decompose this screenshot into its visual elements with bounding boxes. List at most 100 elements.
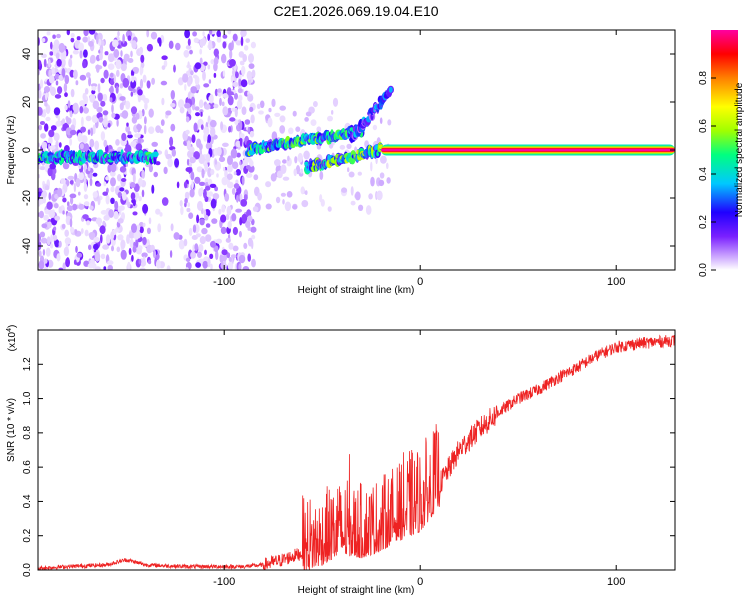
noise-speckle	[82, 60, 87, 69]
noise-speckle	[236, 99, 243, 110]
noise-speckle	[268, 107, 272, 113]
snr-x-tick-label: 100	[607, 576, 625, 588]
noise-speckle	[151, 77, 156, 85]
noise-speckle	[103, 139, 108, 148]
noise-speckle	[175, 42, 181, 51]
noise-speckle	[316, 126, 322, 132]
noise-speckle	[116, 119, 119, 127]
noise-speckle	[140, 61, 145, 69]
noise-speckle	[327, 206, 332, 212]
noise-speckle	[64, 237, 72, 245]
noise-speckle	[55, 80, 59, 86]
noise-speckle	[148, 126, 155, 134]
noise-speckle	[80, 228, 84, 234]
noise-speckle	[214, 159, 218, 165]
noise-speckle	[69, 193, 77, 199]
noise-speckle	[136, 247, 142, 255]
noise-speckle	[221, 101, 225, 107]
noise-speckle	[132, 245, 137, 253]
noise-speckle	[40, 237, 48, 244]
noise-speckle	[187, 202, 190, 207]
noise-speckle	[213, 245, 219, 253]
noise-speckle	[209, 183, 217, 188]
noise-speckle	[93, 236, 100, 243]
noise-speckle	[97, 92, 103, 102]
noise-speckle	[70, 88, 75, 98]
noise-speckle	[304, 190, 308, 196]
colorbar-tick-label: 0.6	[698, 119, 709, 133]
noise-speckle	[49, 145, 56, 150]
noise-speckle	[247, 126, 250, 134]
colorbar-tick-label: 0.4	[698, 167, 709, 181]
noise-speckle	[150, 31, 158, 40]
noise-speckle	[205, 142, 213, 150]
noise-speckle	[228, 242, 234, 250]
noise-speckle	[48, 192, 52, 201]
noise-speckle	[203, 61, 208, 66]
noise-speckle	[158, 37, 162, 47]
noise-speckle	[236, 194, 239, 203]
noise-speckle	[132, 199, 136, 207]
noise-speckle	[274, 112, 281, 117]
noise-speckle	[47, 221, 52, 229]
noise-speckle	[234, 119, 239, 125]
noise-speckle	[226, 205, 232, 216]
noise-speckle	[53, 132, 60, 142]
noise-speckle	[138, 177, 143, 187]
noise-speckle	[275, 196, 281, 204]
noise-speckle	[234, 92, 238, 100]
noise-speckle	[233, 183, 240, 189]
noise-speckle	[102, 220, 106, 227]
noise-speckle	[58, 42, 65, 53]
noise-speckle	[339, 144, 346, 150]
noise-speckle	[150, 244, 155, 252]
noise-speckle	[171, 149, 176, 157]
noise-speckle	[90, 83, 98, 88]
noise-speckle	[209, 253, 214, 259]
carrier-band	[381, 148, 675, 152]
noise-speckle	[143, 124, 147, 135]
noise-speckle	[227, 91, 234, 96]
noise-speckle	[43, 266, 48, 270]
noise-speckle	[49, 163, 56, 170]
noise-speckle	[368, 193, 373, 200]
noise-speckle	[203, 132, 208, 142]
spectrogram-y-tick-label: -40	[21, 238, 33, 254]
noise-speckle	[235, 40, 242, 46]
noise-speckle	[58, 206, 62, 214]
noise-speckle	[139, 66, 143, 76]
noise-speckle	[250, 226, 257, 233]
noise-speckle	[45, 104, 51, 115]
noise-speckle	[213, 103, 219, 109]
noise-speckle	[191, 134, 196, 144]
snr-y-scale-base: (x10	[7, 331, 18, 351]
noise-speckle	[207, 134, 211, 144]
noise-speckle	[117, 174, 122, 182]
noise-speckle	[243, 194, 248, 201]
noise-speckle	[203, 188, 207, 199]
noise-speckle	[62, 197, 67, 203]
noise-speckle	[134, 133, 141, 139]
noise-speckle	[194, 106, 200, 111]
noise-speckle	[89, 177, 93, 187]
noise-speckle	[88, 244, 92, 251]
noise-speckle	[347, 167, 350, 173]
noise-speckle	[358, 204, 364, 211]
noise-speckle	[354, 191, 361, 201]
noise-speckle	[274, 159, 281, 167]
noise-speckle	[378, 179, 385, 187]
noise-speckle	[100, 47, 103, 56]
noise-speckle	[265, 181, 272, 188]
noise-speckle	[73, 259, 77, 266]
noise-speckle	[133, 230, 140, 240]
noise-speckle	[207, 257, 211, 268]
noise-speckle	[139, 46, 144, 55]
noise-speckle	[76, 252, 83, 258]
noise-speckle	[292, 110, 297, 117]
noise-speckle	[293, 168, 297, 177]
noise-speckle	[238, 230, 242, 238]
noise-speckle	[376, 190, 383, 201]
noise-speckle	[176, 181, 180, 189]
noise-speckle	[170, 223, 174, 232]
